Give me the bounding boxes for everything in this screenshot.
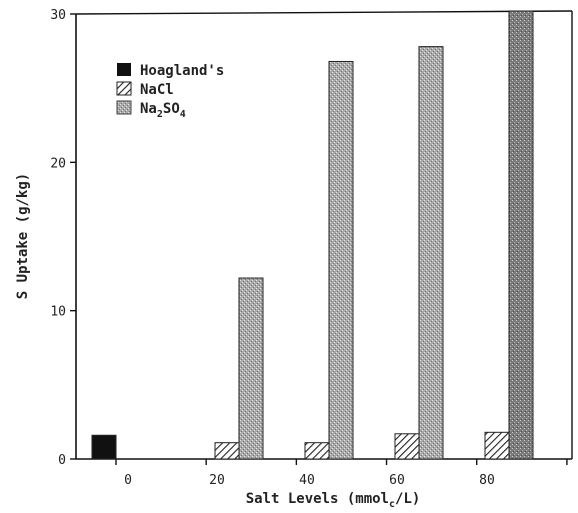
x-tick-label: 40 [299,473,315,488]
legend: Hoagland's NaCl Na2SO4 [116,63,224,120]
legend-swatch-na2so4 [116,100,132,115]
x-tick-label: 60 [389,473,405,488]
bar-nacl-40 [304,442,330,460]
tick-labels: 0 10 20 30 0 20 40 60 80 [50,8,494,488]
y-axis-title: S Uptake (g/kg) [15,173,31,299]
x-tick-label: 0 [124,473,132,488]
legend-swatch-nacl [116,81,132,96]
legend-label-na2so4: Na2SO4 [140,101,186,120]
y-tick-label: 0 [58,453,66,468]
bar-na2so4-60 [418,46,444,460]
legend-label-nacl: NaCl [140,82,174,98]
legend-label-hoaglands: Hoagland's [140,63,224,79]
bar-na2so4-80 [508,10,534,460]
top-frame-line [75,10,573,15]
x-tick-label: 20 [209,473,225,488]
bar-nacl-60 [394,433,420,460]
legend-swatch-hoaglands [117,63,131,76]
x-tick-label: 80 [479,473,495,488]
bar-na2so4-40 [328,60,354,460]
y-tick-label: 30 [50,8,66,23]
x-axis-title: Salt Levels (mmolc/L) [246,491,421,510]
bar-na2so4-20 [238,277,264,460]
bar-nacl-80 [484,431,510,460]
axes [70,10,573,465]
bar-nacl-20 [214,442,240,460]
y-tick-label: 10 [50,305,66,320]
bars [91,10,534,460]
y-tick-label: 20 [50,156,66,171]
bar-hoaglands-0 [91,434,117,460]
